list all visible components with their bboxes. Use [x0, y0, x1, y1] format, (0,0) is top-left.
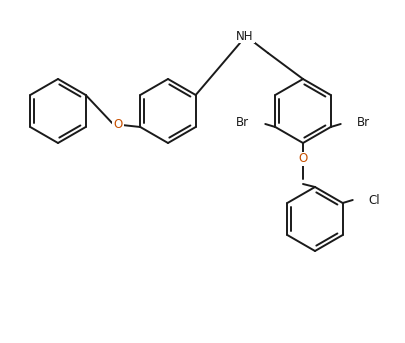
Text: Cl: Cl — [369, 193, 380, 206]
Text: O: O — [298, 153, 308, 166]
Text: Br: Br — [357, 116, 370, 129]
Text: NH: NH — [236, 29, 254, 43]
Text: Br: Br — [236, 116, 249, 129]
Text: O: O — [113, 118, 123, 131]
